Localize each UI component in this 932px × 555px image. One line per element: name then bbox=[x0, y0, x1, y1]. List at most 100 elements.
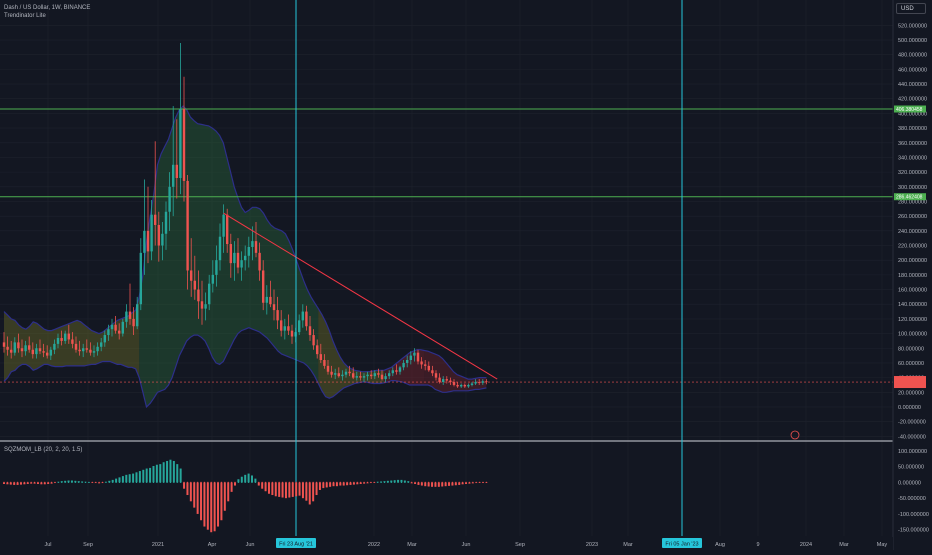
histogram-bar bbox=[346, 482, 349, 486]
squeeze-dot bbox=[203, 481, 205, 484]
candle-body bbox=[6, 346, 9, 350]
candle-body bbox=[283, 326, 286, 331]
time-tick-label: Jun bbox=[462, 542, 471, 548]
squeeze-dot bbox=[10, 481, 12, 484]
histogram-bar bbox=[437, 482, 440, 487]
candle-body bbox=[128, 311, 132, 319]
price-tag bbox=[894, 193, 926, 201]
histogram-bar bbox=[335, 482, 338, 487]
squeeze-dot bbox=[431, 481, 433, 484]
histogram-bar bbox=[74, 480, 77, 483]
candle-body bbox=[276, 310, 279, 321]
candle-body bbox=[452, 382, 456, 385]
squeeze-dot bbox=[129, 481, 131, 484]
price-tick-label: 140.000000 bbox=[898, 302, 927, 308]
price-tick-label: 220.000000 bbox=[898, 244, 927, 250]
squeeze-dot bbox=[159, 481, 161, 484]
histogram-bar bbox=[169, 459, 172, 483]
squeeze-dot bbox=[237, 481, 239, 484]
candle-body bbox=[110, 324, 114, 330]
histogram-bar bbox=[240, 476, 243, 483]
candle-body bbox=[208, 283, 211, 305]
squeeze-dot bbox=[475, 481, 477, 484]
squeeze-dot bbox=[146, 481, 148, 484]
histogram-bar bbox=[247, 473, 250, 483]
histogram-bar bbox=[244, 474, 247, 483]
oscillator-tick-label: -150.000000 bbox=[898, 528, 929, 534]
candle-body bbox=[359, 376, 362, 378]
squeeze-dot bbox=[397, 481, 399, 484]
currency-button[interactable]: USD bbox=[896, 3, 926, 14]
histogram-bar bbox=[237, 479, 240, 483]
squeeze-dot bbox=[360, 481, 362, 484]
histogram-bar bbox=[166, 460, 169, 483]
time-tick-label: Jun bbox=[246, 542, 255, 548]
price-tick-label: 360.000000 bbox=[898, 141, 927, 147]
squeeze-dot bbox=[438, 481, 440, 484]
candle-body bbox=[373, 373, 376, 377]
histogram-bar bbox=[468, 482, 471, 484]
histogram-bar bbox=[403, 480, 406, 483]
squeeze-dot bbox=[166, 481, 168, 484]
candle-body bbox=[121, 321, 124, 334]
histogram-bar bbox=[200, 482, 203, 521]
band-fill bbox=[139, 106, 319, 407]
histogram-bar bbox=[417, 482, 420, 485]
histogram-bar bbox=[356, 482, 359, 485]
squeeze-dot bbox=[68, 481, 70, 484]
candle-body bbox=[49, 349, 52, 356]
squeeze-dot bbox=[465, 481, 467, 484]
oscillator-tick-label: -50.000000 bbox=[898, 496, 926, 502]
squeeze-dot bbox=[78, 481, 80, 484]
squeeze-dot bbox=[91, 481, 93, 484]
squeeze-dot bbox=[462, 481, 464, 484]
squeeze-dot bbox=[217, 481, 219, 484]
histogram-bar bbox=[50, 482, 53, 484]
squeeze-dot bbox=[180, 481, 182, 484]
histogram-bar bbox=[434, 482, 437, 487]
alert-icon[interactable] bbox=[790, 430, 800, 440]
price-tick-label: 80.000000 bbox=[898, 346, 924, 352]
candle-body bbox=[254, 241, 258, 253]
histogram-bar bbox=[40, 482, 43, 485]
squeeze-dot bbox=[197, 481, 199, 484]
histogram-bar bbox=[352, 482, 355, 485]
squeeze-dot bbox=[319, 481, 321, 484]
oscillator-tick-label: -100.000000 bbox=[898, 512, 929, 518]
histogram-bar bbox=[420, 482, 423, 486]
time-tick-label: Mar bbox=[839, 542, 849, 548]
squeeze-dot bbox=[149, 481, 151, 484]
candle-body bbox=[348, 371, 351, 374]
time-tick-label: Mar bbox=[407, 542, 417, 548]
histogram-bar bbox=[155, 464, 158, 483]
squeeze-dot bbox=[142, 481, 144, 484]
candle-body bbox=[204, 304, 207, 309]
squeeze-dot bbox=[34, 481, 36, 484]
candle-body bbox=[431, 370, 434, 374]
oscillator-tick-label: 100.000000 bbox=[898, 449, 927, 455]
histogram-bar bbox=[250, 475, 253, 483]
candle-body bbox=[384, 376, 387, 380]
squeeze-dot bbox=[207, 481, 209, 484]
histogram-bar bbox=[329, 482, 332, 487]
histogram-bar bbox=[159, 464, 162, 483]
squeeze-dot bbox=[292, 481, 294, 484]
indicator-name: Trendinator Lite bbox=[4, 13, 46, 19]
squeeze-dot bbox=[44, 481, 46, 484]
histogram-bar bbox=[451, 482, 454, 486]
squeeze-dot bbox=[448, 481, 450, 484]
candle-body bbox=[395, 370, 398, 372]
candle-body bbox=[352, 373, 355, 378]
candle-body bbox=[467, 384, 470, 387]
histogram-bar bbox=[152, 466, 155, 483]
histogram-bar bbox=[203, 482, 206, 527]
time-tick-label: Mar bbox=[623, 542, 633, 548]
candle-body bbox=[118, 330, 121, 334]
histogram-bar bbox=[183, 482, 186, 489]
squeeze-dot bbox=[366, 481, 368, 484]
candle-body bbox=[82, 348, 85, 352]
squeeze-dot bbox=[258, 481, 260, 484]
candle-body bbox=[197, 289, 200, 302]
